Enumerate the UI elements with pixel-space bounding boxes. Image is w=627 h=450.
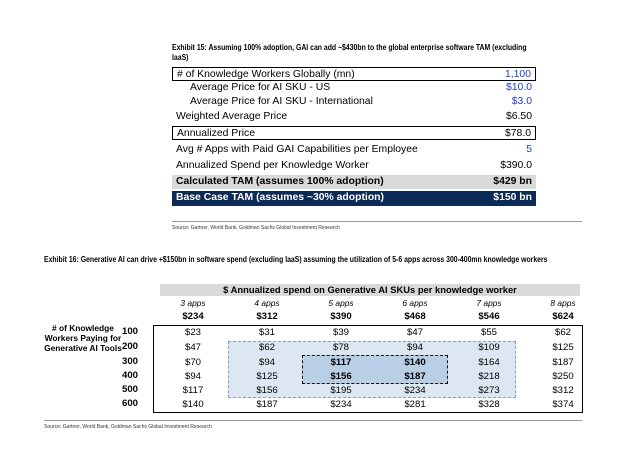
exhibit16-title: Exhibit 16: Generative AI can drive +$15… (44, 255, 548, 264)
grid-cell: $140 (404, 357, 426, 368)
grid-cell: $55 (480, 327, 497, 338)
grid-cell: $31 (258, 327, 275, 338)
column-apps: 5 apps (328, 298, 354, 308)
sensitivity-grid-border (153, 325, 583, 413)
grid-cell: $94 (258, 357, 275, 368)
grid-cell: $187 (404, 371, 426, 382)
row-label: 400 (121, 370, 138, 381)
exhibit15-source: Source: Gartner, World Bank, Goldman Sac… (172, 225, 340, 231)
grid-cell: $328 (478, 399, 500, 410)
grid-cell: $234 (404, 385, 426, 396)
grid-cell: $312 (552, 385, 574, 396)
grid-cell: $374 (552, 399, 574, 410)
row-value: 5 (526, 144, 532, 155)
row-label: Annualized Price (177, 128, 255, 139)
grid-cell: $187 (552, 357, 574, 368)
row-label: Average Price for AI SKU - International (190, 96, 373, 107)
grid-cell: $234 (330, 399, 352, 410)
grid-cell: $94 (406, 342, 423, 353)
grid-cell: $273 (478, 385, 500, 396)
column-apps: 3 apps (180, 298, 206, 308)
grid-cell: $62 (554, 327, 571, 338)
column-price: $312 (256, 311, 278, 322)
grid-cell: $187 (256, 399, 278, 410)
grid-cell: $39 (332, 327, 349, 338)
row-label: Avg # Apps with Paid GAI Capabilities pe… (176, 144, 418, 155)
grid-cell: $125 (552, 342, 574, 353)
grid-cell: $281 (404, 399, 426, 410)
table-row: # of Knowledge Workers Globally (mn) 1,1… (172, 67, 536, 81)
column-price: $546 (478, 311, 500, 322)
divider (44, 420, 582, 421)
row-label: Average Price for AI SKU - US (190, 82, 331, 93)
column-price: $390 (330, 311, 352, 322)
grid-cell: $62 (258, 342, 275, 353)
table-row: Weighted Average Price $6.50 (172, 110, 536, 124)
row-value: 1,100 (504, 69, 531, 80)
row-label: 500 (121, 384, 138, 395)
table-row: Average Price for AI SKU - US $10.0 (172, 81, 536, 95)
row-value: $390.0 (500, 160, 532, 171)
row-value: $10.0 (505, 82, 532, 93)
row-value: $429 bn (493, 176, 532, 187)
row-label: 600 (121, 398, 138, 409)
column-apps: 7 apps (476, 298, 502, 308)
column-price: $468 (404, 311, 426, 322)
grid-cell: $164 (478, 357, 500, 368)
base-case-highlight (302, 355, 448, 384)
grid-cell: $23 (184, 327, 201, 338)
grid-cell: $70 (184, 357, 201, 368)
row-value: $150 bn (493, 192, 532, 203)
grid-cell: $195 (330, 385, 352, 396)
exhibit15-title: Exhibit 15: Assuming 100% adoption, GAI … (172, 43, 527, 62)
grid-cell: $117 (330, 357, 352, 368)
grid-cell: $156 (256, 385, 278, 396)
row-label: 300 (121, 356, 138, 367)
table-row: Average Price for AI SKU - International… (172, 95, 536, 109)
grid-cell: $218 (478, 371, 500, 382)
row-label: Weighted Average Price (176, 111, 288, 122)
row-value: $78.0 (504, 128, 531, 139)
grid-cell: $109 (478, 342, 500, 353)
table-row: Avg # Apps with Paid GAI Capabilities pe… (172, 143, 536, 157)
grid-cell: $125 (256, 371, 278, 382)
exhibit16-source: Source: Gartner, World Bank, Goldman Sac… (44, 424, 212, 430)
row-value: $6.50 (505, 111, 532, 122)
table-row: Annualized Spend per Knowledge Worker $3… (172, 159, 536, 173)
exhibit16-header: $ Annualized spend on Generative AI SKUs… (160, 284, 580, 296)
divider (172, 221, 582, 222)
grid-cell: $250 (552, 371, 574, 382)
grid-cell: $117 (182, 385, 204, 396)
row-axis-label: # of Knowledge Workers Paying for Genera… (44, 323, 122, 353)
grid-cell: $78 (332, 342, 349, 353)
row-label: 200 (121, 341, 138, 352)
grid-cell: $156 (330, 371, 352, 382)
row-label: 100 (121, 326, 138, 337)
grid-cell: $94 (184, 371, 201, 382)
row-label: Annualized Spend per Knowledge Worker (176, 160, 369, 171)
column-apps: 6 apps (402, 298, 428, 308)
column-price: $234 (182, 311, 204, 322)
row-value: $3.0 (511, 96, 532, 107)
grid-cell: $47 (406, 327, 423, 338)
row-label: Calculated TAM (assumes 100% adoption) (176, 176, 384, 187)
row-label: # of Knowledge Workers Globally (mn) (177, 69, 355, 80)
table-row: Calculated TAM (assumes 100% adoption) $… (172, 175, 536, 189)
table-row: Base Case TAM (assumes ~30% adoption) $1… (172, 191, 536, 206)
table-row: Annualized Price $78.0 (172, 126, 536, 140)
column-apps: 4 apps (254, 298, 280, 308)
grid-cell: $47 (184, 342, 201, 353)
row-label: Base Case TAM (assumes ~30% adoption) (176, 192, 384, 203)
grid-cell: $140 (182, 399, 204, 410)
column-price: $624 (552, 311, 574, 322)
column-apps: 8 apps (550, 298, 576, 308)
